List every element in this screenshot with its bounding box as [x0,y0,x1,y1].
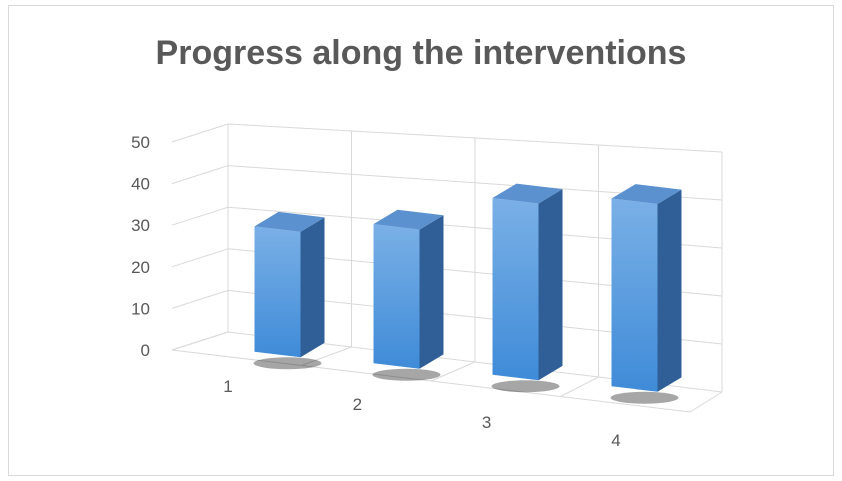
y-tick-label: 0 [141,341,150,360]
y-tick-label: 50 [131,133,150,152]
bar-top [373,209,444,230]
gridline-wall [171,248,229,268]
axis-labels: 0 10 20 30 40 50 1 2 3 4 [131,133,621,450]
bar-side [538,189,563,381]
x-tick-label: 1 [223,377,232,396]
bar-front [373,224,420,369]
spacer [170,138,172,350]
chart-title: Progress along the interventions [155,34,687,72]
x-tick-label: 4 [611,431,620,450]
gridline-wall [171,289,229,309]
bar-front [492,198,539,381]
floor-edge [171,349,691,413]
floor-line [689,391,723,413]
y-tick-label: 20 [131,258,150,277]
bar-shadows [253,357,679,404]
gridline-wall [171,165,229,185]
x-tick-label: 2 [353,395,362,414]
gridline-wall [171,206,229,226]
bar-front [254,226,301,358]
bar-side [300,217,325,358]
floor-line [171,331,229,351]
bar-shadow [491,380,560,393]
bar-top [611,184,682,204]
floor-line [560,376,599,397]
y-tick-label: 10 [131,299,150,318]
bar-shadow [372,368,441,381]
floor-line [430,361,476,382]
bar-front [611,198,658,392]
bar-top [254,211,325,232]
x-tick-label: 3 [482,413,491,432]
floor-line [301,346,352,366]
bar-top [492,183,563,204]
bar-shadow [610,391,679,404]
bar-side [419,215,444,369]
bar-shadow [253,357,322,370]
y-tick-label: 40 [131,175,150,194]
bar-side [657,189,682,392]
bars [254,183,682,392]
gridline-wall [171,123,229,143]
y-tick-label: 30 [131,216,150,235]
